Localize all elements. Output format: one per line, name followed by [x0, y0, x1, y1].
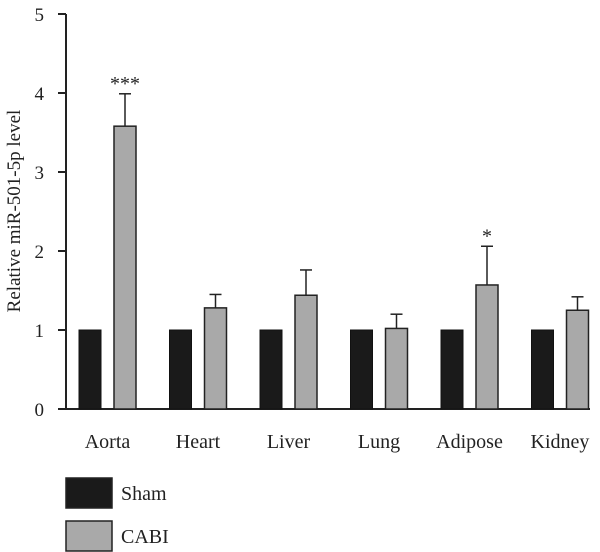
- bar-sham-liver: [259, 329, 283, 410]
- y-tick-label: 3: [35, 163, 45, 184]
- bar-sham-lung: [350, 329, 373, 410]
- bar-cabi-lung: [384, 327, 409, 410]
- bar-cabi-liver: [294, 294, 318, 410]
- significance-mark: ***: [110, 73, 140, 95]
- bar-cabi-kidney: [565, 309, 590, 410]
- legend-swatch-cabi: [65, 520, 113, 552]
- y-tick-label: 0: [35, 400, 45, 421]
- axes: 0 1 2 3 4 5: [35, 5, 590, 421]
- y-tick-label: 5: [35, 5, 45, 26]
- bars: ****: [78, 73, 590, 410]
- category-label-kidney: Kidney: [531, 431, 590, 453]
- category-label-liver: Liver: [267, 431, 311, 453]
- bar-sham-adipose: [440, 329, 464, 410]
- legend-label-sham: Sham: [121, 483, 167, 505]
- bar-sham-heart: [169, 329, 192, 410]
- category-label-adipose: Adipose: [436, 431, 503, 453]
- y-axis-label: Relative miR-501-5p level: [4, 110, 25, 313]
- bar-sham-kidney: [531, 329, 554, 410]
- bar-cabi-adipose: [475, 284, 499, 410]
- bar-cabi-heart: [203, 307, 228, 410]
- bar-sham-aorta: [78, 329, 102, 410]
- category-labels: Aorta Heart Liver Lung Adipose Kidney: [85, 431, 590, 453]
- y-tick-label: 2: [35, 242, 45, 263]
- y-tick-label: 1: [35, 321, 45, 342]
- legend-label-cabi: CABI: [121, 526, 169, 548]
- significance-mark: *: [482, 225, 492, 247]
- category-label-heart: Heart: [176, 431, 221, 453]
- category-label-lung: Lung: [358, 431, 400, 453]
- legend: Sham CABI: [65, 477, 169, 552]
- y-tick-label: 4: [35, 84, 45, 105]
- legend-swatch-sham: [65, 477, 113, 509]
- category-label-aorta: Aorta: [85, 431, 131, 453]
- bar-cabi-aorta: [113, 125, 137, 410]
